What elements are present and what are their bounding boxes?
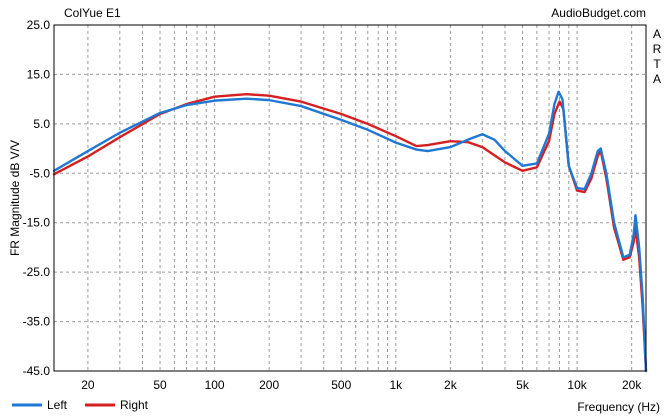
y-tick-labels: 25.0 15.0 5.0 -5.0 -15.0 -25.0 -35.0 -45.0 xyxy=(23,18,51,378)
chart-title: ColYue E1 xyxy=(64,6,121,20)
y-tick-label: 5.0 xyxy=(33,117,50,131)
side-label-letter: A xyxy=(653,72,661,86)
y-tick-label: 15.0 xyxy=(27,67,51,81)
x-tick-label: 20 xyxy=(81,378,95,392)
legend: Left Right xyxy=(12,398,149,412)
x-tick-label: 50 xyxy=(153,378,167,392)
y-tick-label: -5.0 xyxy=(29,166,50,180)
y-tick-label: -15.0 xyxy=(23,216,51,230)
x-tick-label: 2k xyxy=(444,378,458,392)
y-tick-label: -25.0 xyxy=(23,265,51,279)
x-tick-label: 20k xyxy=(622,378,642,392)
x-tick-label: 100 xyxy=(205,378,225,392)
x-tick-label: 10k xyxy=(567,378,587,392)
side-label-letter: T xyxy=(653,57,661,71)
side-label-letter: R xyxy=(653,42,662,56)
series-line-left xyxy=(52,90,648,373)
y-tick-label: -45.0 xyxy=(23,364,51,378)
watermark-text: AudioBudget.com xyxy=(551,6,646,20)
plot-frame xyxy=(53,24,647,372)
x-axis-label: Frequency (Hz) xyxy=(577,400,660,414)
y-tick-label: -35.0 xyxy=(23,315,51,329)
grid xyxy=(54,24,646,372)
x-tick-label: 1k xyxy=(389,378,403,392)
y-axis-label: FR Magnitude dB V/V xyxy=(8,140,22,256)
x-tick-label: 5k xyxy=(516,378,530,392)
y-tick-label: 25.0 xyxy=(27,18,51,32)
x-tick-label: 500 xyxy=(331,378,351,392)
side-label-letter: A xyxy=(653,27,661,41)
legend-label-left: Left xyxy=(47,398,68,412)
x-tick-label: 200 xyxy=(259,378,279,392)
x-tick-labels: 20 50 100 200 500 1k 2k 5k 10k 20k xyxy=(81,378,642,392)
series-lines xyxy=(52,90,648,373)
legend-label-right: Right xyxy=(120,398,149,412)
